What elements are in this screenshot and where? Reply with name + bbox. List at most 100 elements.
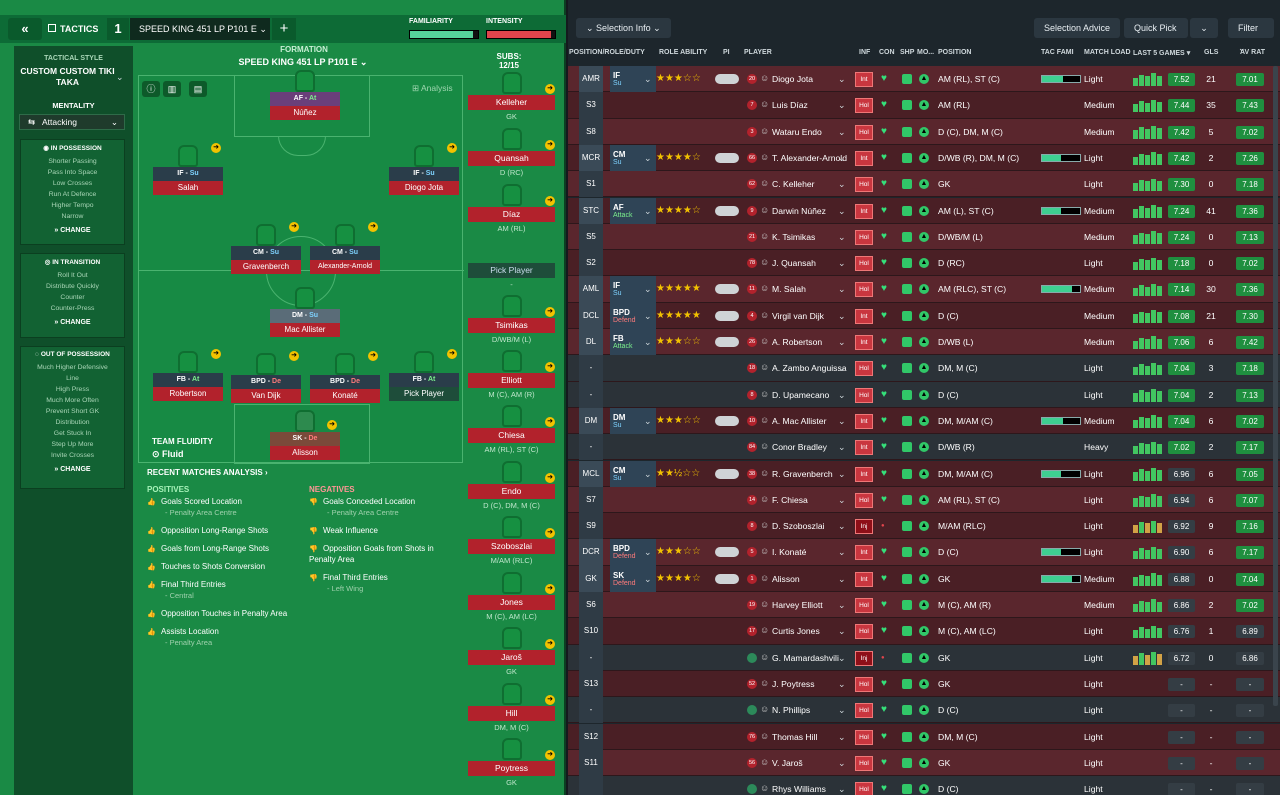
chevron-down-icon[interactable]: ⌄ [838, 731, 846, 742]
sub-player[interactable]: Poytress GK [468, 738, 555, 787]
player-name[interactable]: Virgil van Dijk [772, 310, 824, 321]
player-name[interactable]: Alisson [772, 573, 800, 584]
filter-button[interactable]: Filter ⌄ [1228, 18, 1274, 53]
player-name[interactable]: K. Tsimikas [772, 231, 816, 242]
pitch-player-aml[interactable]: IF - Su Salah [153, 145, 223, 195]
player-name[interactable]: Darwin Núñez [772, 205, 826, 216]
player-name[interactable]: Thomas Hill [772, 731, 818, 742]
slot-label[interactable]: - [579, 434, 603, 461]
pi-icon[interactable] [715, 337, 739, 347]
slot-label[interactable]: S10 [579, 618, 603, 645]
sub-player[interactable]: Szoboszlai M/AM (RLC) [468, 516, 555, 565]
player-name[interactable]: C. Kelleher [772, 179, 815, 190]
table-row[interactable]: MCR CM Su ⌄ ★★★★☆ 66 ☺ T. Alexander-Arnold ⌄ Int ♥… [568, 144, 1280, 172]
slot-label[interactable]: S3 [579, 92, 603, 119]
sub-player[interactable]: Chiesa AM (RL), ST (C) [468, 405, 555, 454]
role-box[interactable] [610, 302, 656, 329]
player-name[interactable]: J. Quansah [772, 258, 816, 269]
role-box[interactable] [610, 66, 656, 93]
table-row[interactable]: AML IF Su ⌄ ★★★★★ 11 ☺ M. Salah ⌄ Hol ♥ ▲ AM (RLC), … [568, 276, 1280, 303]
chevron-down-icon[interactable]: ⌄ [644, 205, 652, 216]
role-box[interactable] [610, 197, 656, 224]
player-name[interactable]: Wataru Endo [772, 126, 822, 137]
sub-player[interactable]: Elliott M (C), AM (R) [468, 350, 555, 399]
slot-label[interactable]: S6 [579, 592, 603, 619]
chevron-down-icon[interactable]: ⌄ [838, 152, 846, 163]
chevron-down-icon[interactable]: ⌄ [644, 284, 652, 295]
selection-advice-button[interactable]: Selection Advice [1034, 18, 1121, 38]
tactical-style-value[interactable]: CUSTOM CUSTOM TIKI TAKA [20, 66, 115, 87]
pi-icon[interactable] [715, 547, 739, 558]
role-box[interactable] [610, 565, 656, 592]
chevron-down-icon[interactable]: ⌄ [838, 468, 846, 479]
table-row[interactable]: - 8 ☺ D. Upamecano ⌄ Hol ♥ ▲ D (C) Light 7.04 2 7.13 [568, 381, 1280, 408]
chevron-down-icon[interactable]: ⌄ [838, 757, 846, 768]
table-row[interactable]: S1 62 ☺ C. Kelleher ⌄ Hol ♥ ▲ GK Light 7.30 0 7.18 [568, 171, 1280, 198]
player-name[interactable]: T. Alexander-Arnold [772, 152, 847, 163]
slot-label[interactable]: S5 [579, 223, 603, 251]
slot-label[interactable]: S12 [579, 723, 603, 750]
quick-pick-dropdown[interactable]: ⌄ [1190, 18, 1218, 38]
player-name[interactable]: Harvey Elliott [772, 600, 823, 610]
chevron-down-icon[interactable]: ⌄ [838, 284, 846, 295]
chevron-down-icon[interactable]: ⌄ [838, 705, 846, 716]
slot-label[interactable]: S11 [579, 749, 603, 777]
chevron-down-icon[interactable]: ⌄ [838, 337, 846, 347]
table-row[interactable]: S2 78 ☺ J. Quansah ⌄ Hol ♥ ▲ D (RC) Light 7.18 0 7.0… [568, 250, 1280, 277]
table-row[interactable]: S9 8 ☺ D. Szoboszlai ⌄ Inj ● ▲ M/AM (RLC) Light 6.… [568, 513, 1280, 540]
col-inf[interactable]: INF [859, 49, 871, 56]
player-name[interactable]: V. Jaroš [772, 757, 803, 768]
role-box[interactable] [610, 276, 656, 303]
col-role-ability[interactable]: ROLE ABILITY [659, 49, 708, 56]
table-row[interactable]: S13 52 ☺ J. Poytress ⌄ Hol ♥ ▲ GK Light - - - [568, 670, 1280, 698]
formation-dropdown[interactable]: SPEED KING 451 LP P101 E ⌄ [230, 57, 376, 68]
player-name[interactable]: A. Mac Allister [772, 415, 827, 426]
pi-icon[interactable] [715, 284, 739, 295]
table-row[interactable]: S11 56 ☺ V. Jaroš ⌄ Hol ♥ ▲ GK Light - - - [568, 749, 1280, 777]
pi-icon[interactable] [715, 205, 739, 216]
slot-label[interactable]: STC [579, 197, 603, 224]
table-row[interactable]: S6 19 ☺ Harvey Elliott ⌄ Hol ♥ ▲ M (C), AM (R) Me… [568, 592, 1280, 619]
table-row[interactable]: - 18 ☺ A. Zambo Anguissa ⌄ Hol ♥ ▲ DM, M (C) Ligh… [568, 355, 1280, 382]
chevron-down-icon[interactable]: ⌄ [838, 74, 846, 84]
slot-label[interactable]: DM [579, 407, 603, 435]
col-last-5-games[interactable]: LAST 5 GAMES ▾ [1133, 49, 1190, 57]
chevron-down-icon[interactable]: ⌄ [838, 415, 846, 426]
pitch-player-mcr[interactable]: CM - Su Alexander-Arnold [310, 224, 380, 274]
chevron-down-icon[interactable]: ⌄ [838, 442, 846, 453]
chevron-down-icon[interactable]: ⌄ [644, 468, 652, 479]
sub-player[interactable]: Hill DM, M (C) [468, 683, 555, 732]
slot-label[interactable]: S1 [579, 171, 603, 198]
player-name[interactable]: Conor Bradley [772, 442, 827, 453]
pi-icon[interactable] [715, 468, 739, 479]
selection-info-button[interactable]: ⌄ Selection Info ⌄ [576, 18, 671, 38]
sub-player[interactable]: Jones M (C), AM (LC) [468, 572, 555, 621]
player-name[interactable]: I. Konaté [772, 547, 807, 558]
intensity-bar[interactable] [486, 30, 556, 39]
slot-label[interactable]: AML [579, 276, 603, 303]
tactic-name-dropdown[interactable]: SPEED KING 451 LP P101 E ⌄ [130, 18, 270, 40]
sub-player[interactable]: Endo D (C), DM, M (C) [468, 461, 555, 510]
table-row[interactable]: STC AF Attack ⌄ ★★★★☆ 9 ☺ Darwin Núñez ⌄ Int ♥ ▲ AM … [568, 197, 1280, 224]
col-gls[interactable]: GLS [1204, 49, 1219, 56]
player-name[interactable]: F. Chiesa [772, 494, 808, 505]
player-name[interactable]: Rhys Williams [772, 784, 826, 795]
role-box[interactable] [610, 460, 656, 487]
chevron-down-icon[interactable]: ⌄ [838, 126, 846, 137]
role-box[interactable] [610, 407, 656, 435]
sub-player[interactable]: Pick Player - [468, 240, 555, 289]
table-row[interactable]: DCL BPD Defend ⌄ ★★★★★ 4 ☺ Virgil van Dijk ⌄ Int ♥… [568, 302, 1280, 329]
player-name[interactable]: N. Phillips [772, 705, 811, 716]
chevron-down-icon[interactable]: ⌄ [838, 100, 846, 111]
chevron-down-icon[interactable]: ⌄ [838, 205, 846, 216]
slot-label[interactable]: S2 [579, 250, 603, 277]
table-row[interactable]: - 84 ☺ Conor Bradley ⌄ Int ♥ ▲ D/WB (R) Heavy 7.02… [568, 434, 1280, 461]
bar-chart-icon[interactable]: ▥ [163, 81, 181, 97]
sub-player[interactable]: Kelleher GK [468, 72, 555, 121]
slot-label[interactable]: - [579, 355, 603, 382]
chevron-down-icon[interactable]: ⌄ [116, 72, 124, 82]
mentality-dropdown[interactable]: ⇆ Attacking ⌄ [19, 114, 125, 130]
slot-label[interactable]: MCL [579, 460, 603, 487]
analysis-button[interactable]: ⊞ Analysis [412, 83, 453, 94]
pi-icon[interactable] [715, 74, 739, 84]
